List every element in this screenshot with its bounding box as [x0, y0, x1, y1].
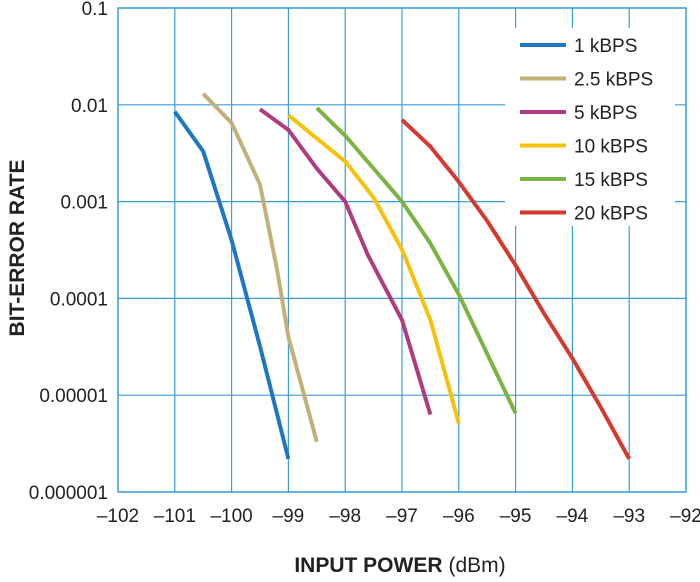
x-tick-label: –98 — [329, 506, 361, 527]
x-tick-label: –102 — [97, 506, 139, 527]
x-tick-label: –96 — [443, 506, 475, 527]
legend-label: 1 kBPS — [574, 36, 637, 57]
y-tick-label: 0.0001 — [50, 289, 108, 310]
legend-label: 5 kBPS — [574, 103, 637, 124]
legend-label: 20 kBPS — [574, 204, 648, 225]
x-tick-label: –99 — [273, 506, 305, 527]
y-tick-label: 0.1 — [82, 0, 108, 20]
y-axis-title: BIT-ERROR RATE — [6, 160, 29, 337]
y-tick-label: 0.00001 — [39, 386, 108, 407]
x-tick-label: –101 — [154, 506, 196, 527]
y-tick-labels: 0.1 0.01 0.001 0.0001 0.00001 0.000001 — [29, 0, 108, 504]
series-line-5-kbps — [258, 107, 433, 416]
y-tick-label: 0.01 — [71, 96, 108, 117]
x-tick-label: –92 — [670, 506, 700, 527]
legend-label: 15 kBPS — [574, 170, 648, 191]
x-tick-labels: –102 –101 –100 –99 –98 –97 –96 –95 –94 –93 –92 — [97, 506, 700, 527]
x-tick-label: –94 — [557, 506, 589, 527]
y-tick-label: 0.000001 — [29, 483, 108, 504]
legend-label: 2.5 kBPS — [574, 70, 653, 91]
y-tick-label: 0.001 — [60, 193, 108, 214]
series-line-15-kbps — [315, 106, 518, 415]
x-tick-label: –97 — [386, 506, 418, 527]
legend: 1 kBPS 2.5 kBPS 5 kBPS 10 kBPS 15 kBPS 20 kBP… — [505, 28, 675, 226]
series-line-1-kbps — [173, 110, 291, 460]
x-axis-label: INPUT POWER — [294, 554, 442, 577]
x-tick-label: –100 — [210, 506, 252, 527]
series-line-20-kbps — [400, 118, 631, 460]
legend-box — [505, 28, 675, 226]
series-line-10-kbps — [287, 113, 461, 425]
x-axis-title: INPUT POWER (dBm) — [294, 554, 505, 577]
x-tick-label: –95 — [500, 506, 532, 527]
plot-frame — [117, 7, 687, 493]
x-axis-unit: (dBm) — [449, 554, 506, 577]
series-layer — [173, 92, 631, 460]
x-tick-label: –93 — [613, 506, 645, 527]
series-line-2-5-kbps — [201, 92, 319, 443]
legend-label: 10 kBPS — [574, 137, 648, 158]
